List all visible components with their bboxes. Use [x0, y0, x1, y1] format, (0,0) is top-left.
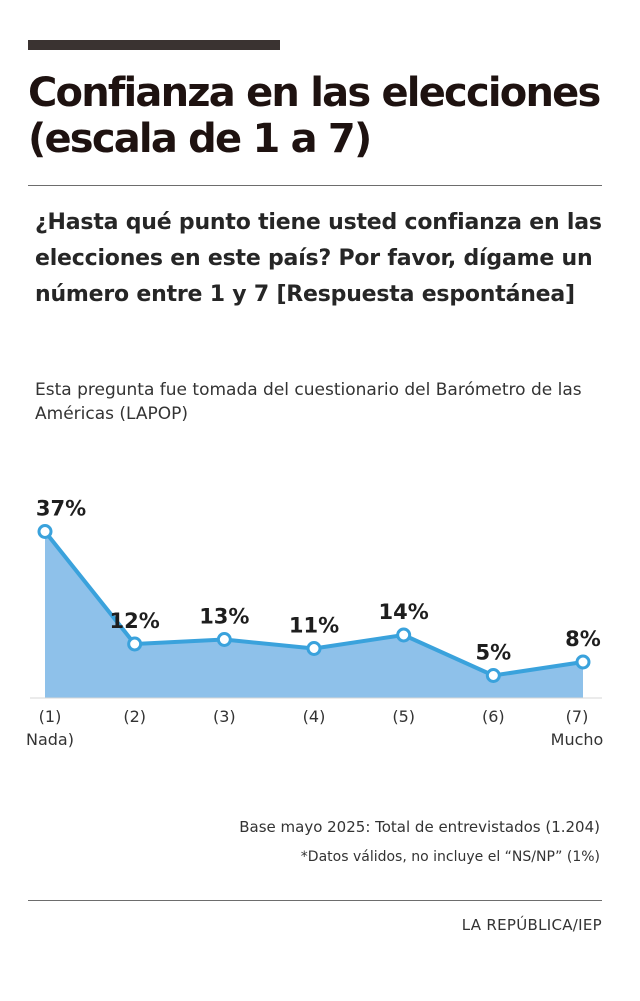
top-accent-bar: [28, 40, 280, 50]
data-label: 37%: [36, 497, 86, 521]
x-tick-label: (7): [566, 707, 589, 726]
x-tick-sublabel: Nada): [26, 730, 74, 749]
data-label: 14%: [379, 600, 429, 624]
footer-divider: [28, 900, 602, 901]
data-label: 13%: [199, 605, 249, 629]
data-point: [216, 632, 232, 647]
chart-title: Confianza en las elecciones (escala de 1…: [28, 70, 601, 162]
sample-base-text: Base mayo 2025: Total de entrevistados (…: [239, 818, 600, 836]
survey-question: ¿Hasta qué punto tiene usted confianza e…: [35, 210, 602, 307]
x-tick-label: (4): [303, 707, 326, 726]
source-credit: LA REPÚBLICA/IEP: [461, 916, 602, 934]
data-point: [575, 654, 591, 670]
source-note: Esta pregunta fue tomada del cuestionari…: [35, 380, 582, 424]
data-point: [396, 627, 412, 643]
x-tick-label: (6): [482, 707, 505, 726]
x-tick-label: (2): [123, 707, 146, 726]
data-label: 11%: [289, 614, 339, 638]
data-label: 5%: [476, 641, 512, 665]
data-point: [127, 636, 143, 652]
x-tick-label: (5): [392, 707, 415, 726]
data-point: [485, 668, 501, 683]
title-divider: [28, 185, 602, 186]
data-point: [37, 524, 53, 539]
chart-labels-group: 37% 12% 13% 11% 14% 5% 8% (1) Nada) (2) (3) (4) (5) (…: [26, 497, 603, 750]
data-label: 8%: [565, 627, 601, 651]
footnote-text: *Datos válidos, no incluye el “NS/NP” (1…: [300, 849, 600, 865]
data-label: 12%: [110, 609, 160, 633]
x-tick-label: (1): [39, 707, 62, 726]
chart-marks-group: [37, 524, 591, 683]
data-point: [306, 641, 322, 656]
line-area-chart: 37% 12% 13% 11% 14% 5% 8% (1) Nada) (2) (3) (4) (5) (…: [26, 497, 603, 750]
x-tick-sublabel: Mucho: [551, 730, 604, 749]
x-tick-label: (3): [213, 707, 236, 726]
